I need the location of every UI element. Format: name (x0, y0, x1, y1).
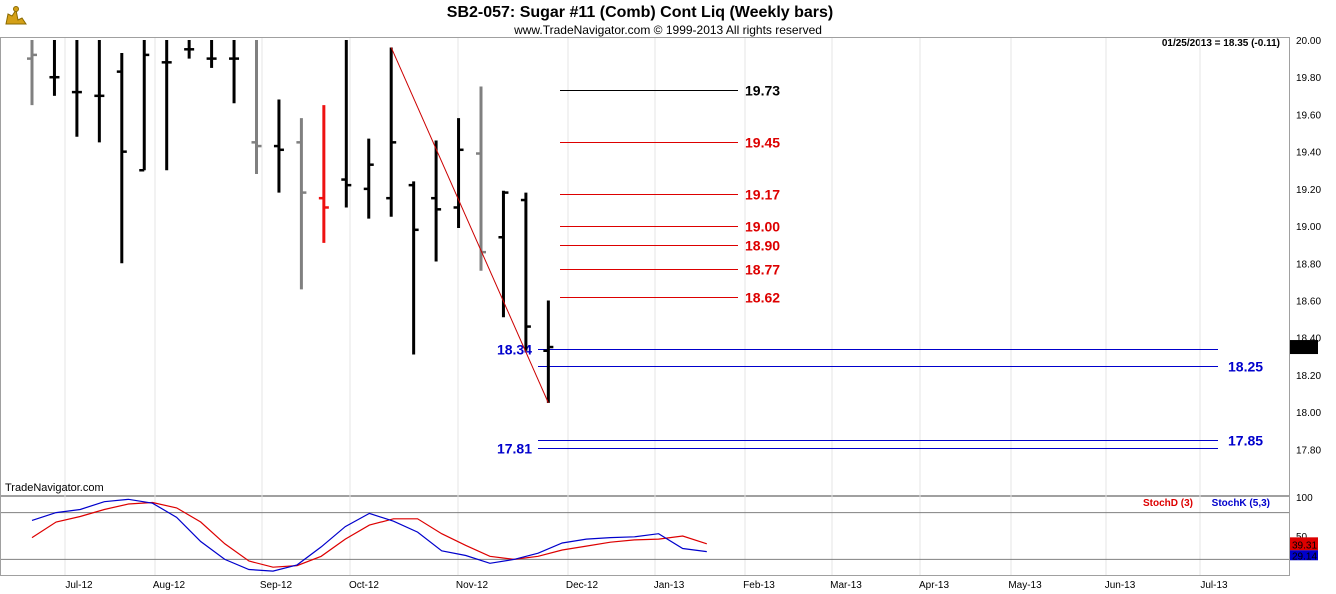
month-label-12: Jul-13 (1200, 580, 1228, 591)
ohlc-bar-8 (206, 40, 217, 68)
watermark: TradeNavigator.com (5, 482, 104, 494)
month-label-3: Oct-12 (349, 580, 379, 591)
month-label-4: Nov-12 (456, 580, 489, 591)
ohlc-bar-19 (453, 118, 464, 228)
stoch-d-legend: StochD (3) (1143, 498, 1193, 509)
ohlc-bar-13 (318, 105, 329, 243)
stoch-d-line (31, 501, 707, 568)
level-label-4: 18.90 (745, 238, 780, 254)
ohlc-bar-23 (543, 300, 554, 403)
month-label-1: Aug-12 (153, 580, 186, 591)
trendline (390, 47, 549, 404)
ohlc-bar-2 (71, 40, 82, 137)
ohlc-bar-6 (161, 40, 172, 171)
down-trendline (390, 47, 549, 404)
ohlc-bar-7 (184, 40, 195, 59)
ohlc-bar-16 (386, 47, 397, 217)
stoch-d-value: 39.31 (1292, 540, 1317, 551)
ohlc-bar-12 (296, 118, 307, 290)
month-label-10: May-13 (1008, 580, 1042, 591)
ohlc-bar-15 (363, 138, 374, 219)
level-label-2: 19.17 (745, 187, 780, 203)
month-label-6: Jan-13 (654, 580, 685, 591)
current-price-label: 18.35 (1292, 343, 1317, 354)
level-label-10: 17.85 (1228, 433, 1263, 449)
level-label-6: 18.62 (745, 290, 780, 306)
ohlc-bar-3 (94, 40, 105, 143)
level-label-0: 19.73 (745, 83, 780, 99)
ohlc-bar-10 (251, 40, 262, 174)
price-tick-7: 19.20 (1296, 185, 1321, 196)
price-tick-0: 17.80 (1296, 445, 1321, 456)
ohlc-bar-5 (139, 40, 150, 172)
price-tick-9: 19.60 (1296, 110, 1321, 121)
ohlc-bar-22 (520, 192, 531, 351)
stoch-k-legend: StochK (5,3) (1212, 498, 1270, 509)
ohlc-bar-9 (229, 40, 240, 104)
month-label-0: Jul-12 (65, 580, 93, 591)
price-tick-2: 18.20 (1296, 371, 1321, 382)
stoch-tick-0: 100 (1296, 493, 1313, 504)
price-bars (27, 40, 554, 403)
stoch-k-line (31, 498, 707, 572)
ohlc-bar-18 (431, 140, 442, 262)
stoch-d-marker (1290, 537, 1318, 551)
ohlc-bar-17 (408, 181, 419, 355)
price-tick-3: 18.40 (1296, 334, 1321, 345)
chart-copyright: www.TradeNavigator.com © 1999-2013 All r… (513, 23, 822, 37)
level-label-1: 19.45 (745, 135, 780, 151)
stochastic-panel-frame (0, 496, 1290, 576)
month-label-2: Sep-12 (260, 580, 293, 591)
ohlc-bar-11 (273, 99, 284, 193)
price-tick-5: 18.80 (1296, 259, 1321, 270)
fibonacci-levels: 19.7319.4519.1719.0018.9018.7718.6218.34… (497, 83, 1263, 457)
month-label-7: Feb-13 (743, 580, 775, 591)
price-tick-1: 18.00 (1296, 408, 1321, 419)
ohlc-bar-0 (27, 40, 37, 106)
price-axis: 17.80 18.00 18.20 18.40 18.60 18.80 19.00 19.20… (1290, 36, 1321, 456)
ohlc-bar-21 (498, 190, 509, 318)
current-price-marker (1290, 340, 1318, 355)
month-label-9: Apr-13 (919, 580, 949, 591)
price-tick-4: 18.60 (1296, 297, 1321, 308)
time-axis: Jul-12 Aug-12 Sep-12 Oct-12 Nov-12 Dec-12 Jan-… (65, 580, 1228, 591)
month-label-11: Jun-13 (1105, 580, 1136, 591)
level-label-5: 18.77 (745, 262, 780, 278)
stoch-k-value: 29.14 (1292, 551, 1317, 562)
level-label-9: 17.81 (497, 441, 532, 457)
price-tick-6: 19.00 (1296, 222, 1321, 233)
price-tick-10: 19.80 (1296, 73, 1321, 84)
chart-title: SB2-057: Sugar #11 (Comb) Cont Liq (Week… (447, 4, 833, 21)
vertical-gridlines (64, 38, 1201, 575)
price-tick-8: 19.40 (1296, 148, 1321, 159)
ohlc-bar-14 (341, 40, 352, 208)
level-label-3: 19.00 (745, 219, 780, 235)
price-panel-frame (0, 37, 1290, 496)
ohlc-bar-1 (49, 40, 60, 96)
last-quote: 01/25/2013 = 18.35 (-0.11) (1162, 38, 1280, 49)
price-tick-11: 20.00 (1296, 36, 1321, 47)
ohlc-bar-4 (116, 53, 127, 264)
month-label-8: Mar-13 (830, 580, 862, 591)
stoch-k-marker (1290, 550, 1318, 561)
tradenavigator-logo-icon (2, 2, 30, 28)
level-label-8: 18.25 (1228, 359, 1263, 375)
month-label-5: Dec-12 (566, 580, 599, 591)
